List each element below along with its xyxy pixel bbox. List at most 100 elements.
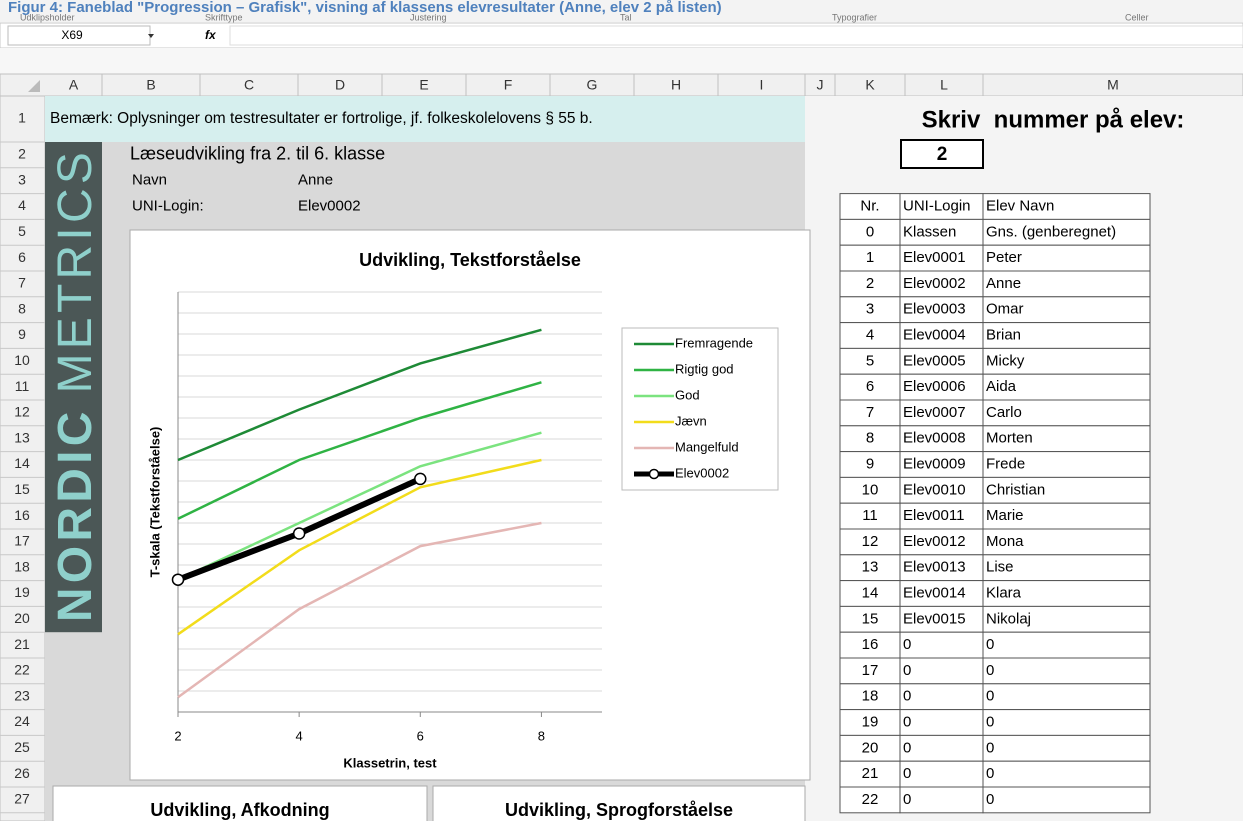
select-all (28, 80, 40, 92)
table-cell (982, 554, 1151, 582)
table-cell-text: 3 (866, 301, 874, 318)
table-cell (982, 657, 1151, 685)
legend-label: Rigtig god (675, 361, 734, 376)
series-line (177, 521, 542, 699)
table-header: UNI-Login (903, 197, 971, 214)
row-header: 24 (14, 713, 30, 729)
row-header: 21 (14, 636, 30, 652)
table-cell (839, 657, 901, 685)
table-cell-text: 0 (986, 713, 994, 730)
sheet-top (0, 48, 1243, 74)
row-header: 26 (14, 765, 30, 781)
name-box-value[interactable]: X69 (61, 28, 83, 42)
row-header: 25 (14, 739, 30, 755)
table-cell (839, 786, 901, 814)
table-cell-text: 16 (862, 636, 879, 653)
table-cell-text: 15 (862, 610, 879, 627)
row-header: 10 (14, 352, 30, 368)
table-cell-text: 17 (862, 662, 879, 679)
chart-title: Udvikling, Sprogforståelse (505, 800, 733, 820)
table-cell (899, 760, 984, 788)
table-cell (982, 734, 1151, 762)
table-cell-text: Nikolaj (986, 610, 1031, 627)
table-cell-text: 0 (986, 765, 994, 782)
row-header: 2 (18, 146, 26, 162)
selector-prompt: Skriv nummer på elev: (922, 106, 1185, 133)
selector-value[interactable]: 2 (937, 144, 948, 165)
table-cell-text: 1 (866, 249, 874, 266)
table-cell (982, 786, 1151, 814)
table-cell-text: 21 (862, 765, 879, 782)
ribbon-group-label: Justering (410, 12, 447, 22)
row-header: 27 (14, 791, 30, 807)
table-cell-text: Peter (986, 249, 1022, 266)
column-header: E (419, 77, 428, 93)
table-cell (899, 631, 984, 659)
row-header: 5 (18, 223, 26, 239)
name-label: Navn (132, 172, 167, 189)
table-cell-text: 20 (862, 739, 879, 756)
ribbon-group-label: Udklipsholder (20, 12, 75, 22)
row-header: 6 (18, 249, 26, 265)
table-cell (982, 580, 1151, 607)
table-cell-text: 0 (903, 662, 911, 679)
row-header: 9 (18, 326, 26, 342)
table-cell (839, 270, 901, 298)
table-cell-text: 0 (903, 636, 911, 653)
note: Bemærk: Oplysninger om testresultater er… (50, 110, 593, 127)
column-header: L (940, 77, 948, 93)
table-cell-text: Anne (986, 275, 1021, 292)
table-cell-text: 2 (866, 275, 874, 292)
table-cell-text: Elev0002 (903, 275, 966, 292)
table-cell (982, 760, 1151, 788)
table-cell-text: Elev0014 (903, 584, 966, 601)
point-marker (292, 527, 306, 540)
table-cell-text: Morten (986, 430, 1033, 447)
table-cell (839, 580, 901, 607)
table-cell-text: Omar (986, 301, 1024, 318)
row-header: 19 (14, 584, 30, 600)
table-cell-text: 0 (986, 688, 994, 705)
table-cell (839, 734, 901, 762)
table-cell (982, 631, 1151, 659)
table-cell-text: Elev0003 (903, 301, 966, 318)
table-cell-text: 0 (866, 223, 874, 240)
row-header: 11 (15, 378, 30, 394)
table-cell-text: 7 (866, 404, 874, 421)
table-cell (982, 347, 1151, 375)
column-header: H (671, 77, 681, 93)
table-cell-text: 19 (862, 713, 879, 730)
table-cell-text: 0 (903, 688, 911, 705)
table-cell-text: Elev0012 (903, 533, 966, 550)
table-cell-text: Lise (986, 559, 1014, 576)
table-cell-text: 12 (862, 533, 879, 550)
row-header: 14 (14, 455, 30, 471)
table-cell-text: 0 (986, 636, 994, 653)
table-cell (839, 760, 901, 788)
table-cell-text: 0 (903, 791, 911, 808)
table-cell-text: Klara (986, 584, 1022, 601)
table-cell-text: 22 (862, 791, 879, 808)
table-cell-text: 10 (862, 481, 879, 498)
column-header: C (244, 77, 254, 93)
table-cell (839, 683, 901, 711)
column-header-bar (0, 73, 1243, 97)
logo-bold: NORDIC (49, 412, 102, 622)
selector-box (900, 139, 984, 169)
name-value: Anne (298, 172, 333, 189)
table-cell (899, 734, 984, 762)
chart-box (129, 229, 811, 781)
fx-icon: fx (205, 28, 217, 42)
legend-label: Fremragende (675, 335, 753, 350)
table-cell (839, 193, 901, 220)
column-header: G (587, 77, 598, 93)
table-cell (982, 244, 1151, 272)
table-cell (839, 554, 901, 582)
table-cell-text: Klassen (903, 223, 956, 240)
table-cell (982, 425, 1151, 453)
caption: Figur 4: Faneblad "Progression – Grafisk… (8, 0, 722, 16)
row-header: 20 (14, 610, 30, 626)
table-cell (899, 451, 984, 478)
table-cell (982, 218, 1151, 246)
